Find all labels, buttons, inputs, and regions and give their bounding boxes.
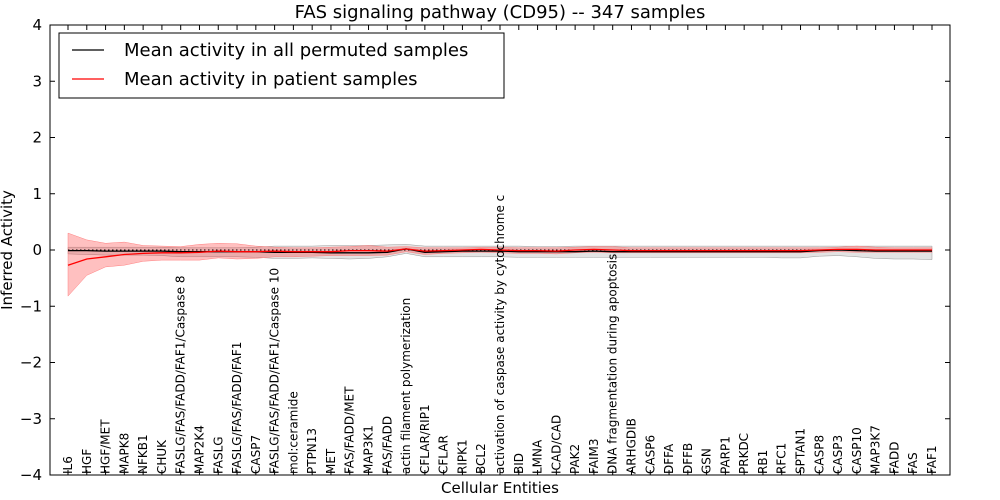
legend: Mean activity in all permuted samples Me…	[58, 32, 505, 99]
x-tick-label: MAPK8	[117, 433, 131, 474]
y-tick-label: 2	[32, 129, 42, 147]
x-tick-label: FADD	[887, 442, 901, 475]
y-axis-ticks: 4 3 2 1 0 −1 −2 −3 −4	[20, 16, 950, 484]
x-tick-label: HGF/MET	[99, 419, 113, 474]
x-tick-label: BID	[512, 453, 526, 474]
x-tick-label: PARP1	[718, 436, 732, 474]
x-tick-label: actin filament polymerization	[399, 298, 413, 474]
x-tick-label: ICAD/CAD	[549, 415, 563, 474]
line-patient-mean	[67, 248, 932, 266]
x-tick-label: RIPK1	[455, 439, 469, 474]
legend-label-patient: Mean activity in patient samples	[124, 69, 418, 90]
y-tick-label: −4	[20, 466, 42, 484]
x-tick-label: BCL2	[474, 443, 488, 474]
x-tick-label: CFLAR	[437, 435, 451, 474]
x-tick-label: FASLG/FAS/FADD/FAF1	[230, 342, 244, 474]
confidence-bands	[67, 232, 933, 297]
band-permuted	[67, 244, 933, 260]
y-tick-label: 4	[32, 16, 42, 34]
x-tick-label: CASP3	[831, 435, 845, 474]
x-tick-label: FASLG/FAS/FADD/FAF1/Caspase 8	[174, 276, 188, 475]
x-tick-label: IL6	[61, 456, 75, 474]
x-tick-label: CASP10	[850, 427, 864, 474]
x-tick-label: PTPN13	[305, 428, 319, 474]
x-tick-label: MAP2K4	[193, 425, 207, 474]
x-tick-label: FAS	[906, 452, 920, 474]
y-tick-label: −1	[20, 297, 42, 315]
y-tick-label: 0	[32, 241, 42, 259]
x-tick-label: RB1	[756, 450, 770, 474]
x-tick-label: GSN	[700, 448, 714, 474]
x-tick-label: CFLAR/RIP1	[418, 404, 432, 474]
x-tick-label: activation of caspase activity by cytoch…	[493, 195, 507, 474]
legend-label-permuted: Mean activity in all permuted samples	[124, 40, 468, 61]
x-tick-label: LMNA	[531, 439, 545, 474]
band-patient	[67, 232, 933, 297]
x-tick-label: MAP3K1	[362, 425, 376, 474]
plot-frame	[49, 24, 951, 476]
legend-box	[58, 32, 505, 99]
x-tick-label: CASP7	[249, 435, 263, 474]
x-tick-label: CASP6	[643, 435, 657, 474]
chart-title: FAS signaling pathway (CD95) -- 347 samp…	[295, 2, 706, 23]
y-tick-label: −2	[20, 354, 42, 372]
x-tick-label: HGF	[80, 449, 94, 474]
x-tick-label: FAF1	[925, 445, 939, 474]
x-tick-label: mol:ceramide	[286, 391, 300, 474]
x-tick-label: DFFB	[681, 443, 695, 474]
x-axis-ticks: IL6 HGF HGF/MET MAPK8 NFKB1 CHUK FASLG/FAS/FAD…	[61, 25, 939, 475]
x-tick-label: FAS/FADD	[380, 416, 394, 474]
x-tick-label: DFFA	[662, 443, 676, 474]
y-axis-label: Inferred Activity	[0, 190, 16, 310]
x-axis-label: Cellular Entities	[441, 479, 559, 497]
x-tick-label: CASP8	[812, 435, 826, 474]
x-tick-label: FAS/FADD/MET	[343, 386, 357, 474]
x-tick-label: PRKDC	[737, 433, 751, 474]
y-tick-label: 3	[32, 72, 42, 90]
x-tick-label: PAK2	[568, 444, 582, 474]
x-tick-label: CHUK	[155, 439, 169, 474]
x-tick-label: FASLG	[211, 436, 225, 474]
y-tick-label: −3	[20, 410, 42, 428]
x-tick-label: RFC1	[775, 443, 789, 474]
x-tick-label: FAIM3	[587, 438, 601, 474]
x-tick-label: FASLG/FAS/FADD/FAF1/Caspase 10	[268, 268, 282, 474]
x-tick-label: MET	[324, 448, 338, 474]
x-tick-label: MAP3K7	[869, 425, 883, 474]
x-tick-label: ARHGDIB	[625, 418, 639, 474]
x-tick-label: SPTAN1	[794, 428, 808, 474]
x-tick-label: DNA fragmentation during apoptosis	[606, 254, 620, 474]
x-tick-label: NFKB1	[136, 434, 150, 474]
y-tick-label: 1	[32, 185, 42, 203]
series-lines	[67, 248, 932, 266]
